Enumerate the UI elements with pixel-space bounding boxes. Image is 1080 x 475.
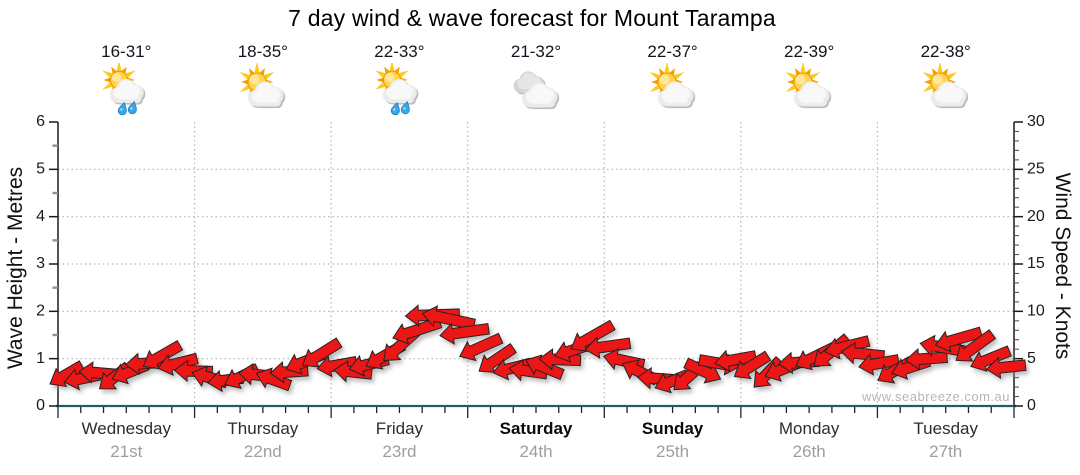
wind-arrow bbox=[934, 326, 983, 353]
right-tick-label: 10 bbox=[1027, 303, 1045, 320]
wind-arrow bbox=[858, 353, 900, 376]
day-name-label: Tuesday bbox=[913, 419, 978, 438]
sun-cloud-rain-icon bbox=[375, 60, 419, 116]
right-axis-title: Wind Speed - Knots bbox=[1051, 172, 1074, 360]
day-weather-icon bbox=[920, 62, 972, 115]
right-tick-label: 0 bbox=[1027, 397, 1036, 414]
day-date-label: 23rd bbox=[382, 442, 417, 461]
day-weather-icon bbox=[373, 60, 425, 116]
sun-cloud-rain-icon bbox=[102, 60, 146, 116]
left-tick-label: 4 bbox=[36, 208, 45, 225]
right-tick-label: 5 bbox=[1027, 350, 1036, 367]
day-name-label: Monday bbox=[778, 419, 840, 438]
day-weather-icon bbox=[510, 63, 562, 115]
day-temperature-range: 16-31° bbox=[101, 42, 152, 61]
wind-arrow-band bbox=[49, 304, 1027, 394]
day-temperature-range: 21-32° bbox=[510, 42, 562, 61]
right-tick-label: 25 bbox=[1027, 161, 1045, 178]
wind-arrow bbox=[439, 322, 490, 345]
watermark: www.seabreeze.com.au bbox=[861, 389, 1010, 404]
day-name-label: Sunday bbox=[641, 419, 704, 438]
wind-arrow bbox=[714, 349, 758, 372]
left-tick-label: 5 bbox=[36, 161, 45, 178]
day-temperature-range: 22-38° bbox=[920, 42, 971, 61]
wind-arrow bbox=[157, 352, 199, 376]
day-weather-icon bbox=[100, 60, 152, 116]
wind-arrow bbox=[459, 332, 504, 362]
wind-arrow bbox=[478, 342, 517, 373]
wind-arrow bbox=[985, 356, 1027, 380]
chart-title: 7 day wind & wave forecast for Mount Tar… bbox=[288, 5, 776, 31]
day-temperature-range: 22-39° bbox=[784, 42, 835, 61]
day-name-label: Thursday bbox=[227, 419, 299, 438]
sun-cloud-icon bbox=[785, 62, 832, 109]
day-date-label: 25th bbox=[656, 442, 690, 461]
wind-arrow bbox=[683, 357, 722, 384]
right-tick-label: 15 bbox=[1027, 255, 1045, 272]
right-tick-label: 20 bbox=[1027, 208, 1045, 225]
left-tick-label: 1 bbox=[36, 350, 45, 367]
wind-arrow bbox=[421, 305, 476, 331]
wind-arrow bbox=[955, 329, 997, 362]
day-weather-icon bbox=[647, 62, 699, 115]
left-axis-title: Wave Height - Metres bbox=[4, 166, 27, 370]
wind-arrow bbox=[255, 367, 293, 392]
day-name-label: Saturday bbox=[499, 419, 573, 438]
clouds-icon bbox=[513, 71, 560, 110]
wind-arrow bbox=[970, 345, 1012, 372]
day-temperature-range: 22-37° bbox=[647, 42, 698, 61]
wind-arrow bbox=[302, 337, 343, 368]
day-date-label: 26th bbox=[792, 442, 826, 461]
day-weather-icon bbox=[237, 62, 289, 115]
day-date-label: 21st bbox=[110, 442, 143, 461]
wind-arrow bbox=[840, 341, 886, 365]
left-tick-label: 3 bbox=[36, 255, 45, 272]
day-temperature-range: 22-33° bbox=[374, 42, 425, 61]
wind-arrow bbox=[142, 339, 184, 370]
wind-arrow bbox=[733, 350, 772, 380]
day-name-label: Wednesday bbox=[81, 419, 172, 438]
day-date-label: 24th bbox=[519, 442, 553, 461]
wind-arrow bbox=[570, 319, 616, 352]
day-temperature-range: 18-35° bbox=[237, 42, 288, 61]
right-tick-label: 30 bbox=[1027, 113, 1045, 130]
left-tick-label: 0 bbox=[36, 397, 45, 414]
wind-arrow bbox=[525, 354, 565, 381]
day-date-label: 27th bbox=[929, 442, 963, 461]
wind-arrow bbox=[49, 360, 86, 388]
day-date-label: 22nd bbox=[243, 442, 282, 461]
sun-cloud-icon bbox=[239, 62, 286, 109]
day-name-label: Friday bbox=[375, 419, 424, 438]
day-weather-icon bbox=[783, 62, 835, 115]
sun-cloud-icon bbox=[649, 62, 695, 109]
left-tick-label: 6 bbox=[36, 113, 45, 130]
left-tick-label: 2 bbox=[36, 303, 45, 320]
sun-cloud-icon bbox=[922, 62, 968, 109]
wind-arrow bbox=[584, 336, 632, 359]
